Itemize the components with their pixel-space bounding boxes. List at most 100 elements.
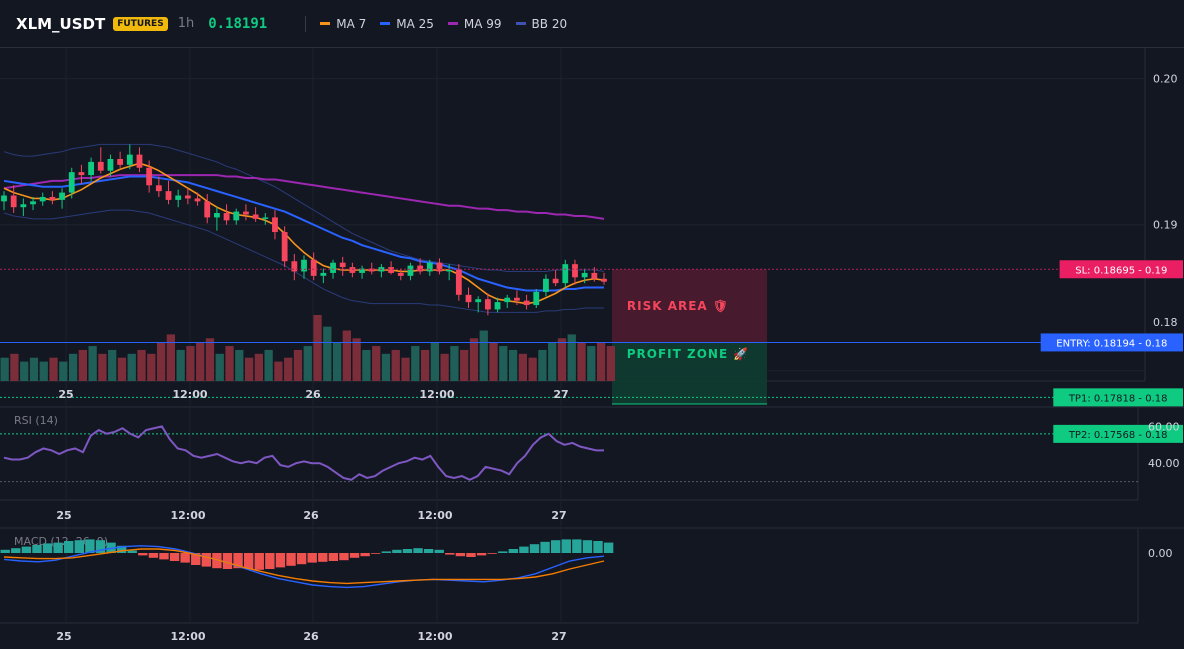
rsi-line (3, 425, 604, 481)
ma25-label: MA 25 (396, 16, 434, 31)
macd-histogram-bar (212, 553, 222, 569)
moving-averages (3, 162, 605, 305)
volume-bar (460, 349, 469, 381)
volume-bar (244, 357, 254, 381)
profit-zone-label: PROFIT ZONE 🚀 (627, 347, 750, 361)
timeframe-selector[interactable]: 1h (177, 16, 195, 31)
macd-histogram-bar (508, 549, 519, 553)
macd-histogram-bar (85, 539, 95, 553)
volume-bar (205, 338, 215, 381)
candle-body (175, 195, 182, 200)
volume-bar (372, 346, 381, 381)
volume-bar (577, 342, 586, 381)
candle-body (88, 161, 94, 176)
volume-bar (0, 357, 9, 381)
candle-body (397, 272, 404, 276)
candle-body (407, 265, 414, 276)
volume-bar (401, 357, 410, 381)
macd-histogram-bar (42, 543, 53, 553)
candle-body (562, 264, 569, 284)
price-tick: 0.19 (1153, 219, 1178, 232)
candle-body (97, 161, 104, 171)
volume-bar (499, 346, 508, 381)
macd-histogram-bar (487, 553, 497, 554)
candle-body (320, 272, 327, 276)
legend-ma7[interactable]: MA 7 (320, 17, 366, 31)
volume-bar (68, 353, 78, 381)
chart-header: XLM_USDT FUTURES 1h 0.18191 MA 7 MA 25 M… (0, 0, 1184, 48)
candle-body (233, 211, 240, 221)
legend-ma25[interactable]: MA 25 (380, 17, 434, 31)
candle-body (543, 278, 549, 292)
legend-bb20[interactable]: BB 20 (515, 17, 567, 31)
candle-body (20, 204, 27, 208)
candle-body (252, 214, 259, 219)
macd-histogram-bar (582, 540, 593, 553)
candle-body (126, 154, 133, 165)
volume-bar (430, 342, 439, 381)
macd-histogram-bar (455, 553, 466, 557)
time-label: 25 (58, 388, 73, 401)
volume-bar (342, 330, 351, 381)
candle-body (262, 217, 269, 219)
ma25-swatch (380, 22, 391, 25)
trade-zones: RISK AREA 🛡 PROFIT ZONE 🚀 (612, 269, 767, 405)
time-label: 26 (305, 388, 321, 401)
volume-bar (137, 349, 146, 381)
symbol-name[interactable]: XLM_USDT (16, 14, 106, 33)
macd-histogram-bar (169, 553, 180, 561)
volume-bar (313, 315, 322, 381)
candle-body (272, 217, 278, 233)
candle-body (591, 272, 598, 279)
ma7-label: MA 7 (336, 16, 367, 31)
ma7-line (3, 162, 605, 305)
macd-histogram-bar (445, 553, 455, 555)
volume-bar (440, 353, 449, 381)
volume-bar (323, 326, 332, 381)
macd-histogram-bar (95, 540, 106, 553)
legend-ma99[interactable]: MA 99 (447, 17, 502, 31)
candle-body (455, 270, 462, 295)
volume-bar (332, 342, 342, 381)
candle-body (446, 270, 453, 272)
macd-histogram-bar (423, 549, 434, 553)
candle-body (281, 232, 288, 262)
candle-body (146, 167, 153, 186)
volume-bar (381, 353, 391, 381)
volume-bar (39, 361, 48, 381)
chart-frame (0, 48, 1184, 624)
volume-bar (29, 357, 39, 381)
volume-bar (98, 353, 107, 381)
macd-histogram-bar (413, 548, 423, 553)
macd-pane[interactable]: MACD (12, 26, 9) 0.00 (0, 535, 1173, 589)
macd-histogram-bar (138, 553, 148, 556)
rsi-pane[interactable]: RSI (14) 60.00 40.00 (0, 414, 1180, 483)
candle-body (136, 154, 143, 168)
volume-bar (284, 357, 293, 381)
time-label: 27 (551, 509, 566, 522)
volume-bar (508, 349, 518, 381)
rsi-label: RSI (14) (14, 414, 58, 427)
volume-bar (420, 349, 430, 381)
futures-badge: FUTURES (113, 16, 168, 31)
macd-label: MACD (12, 26, 9) (14, 535, 108, 548)
sl-tag-label: SL: 0.18695 - 0.19 (1075, 265, 1167, 276)
candle-body (1, 195, 7, 202)
macd-histogram-bar (222, 553, 233, 569)
volume-bar (59, 361, 68, 381)
candle-body (214, 213, 220, 218)
volume-bar (235, 349, 244, 381)
macd-histogram-bar (402, 549, 413, 553)
macd-histogram-bar (540, 541, 550, 553)
macd-histogram-bar (328, 553, 339, 561)
price-axis[interactable]: 0.20 0.19 0.18 (1153, 73, 1178, 329)
volume-bar (479, 330, 488, 381)
header-divider (305, 15, 307, 32)
entry-tag-label: ENTRY: 0.18194 - 0.18 (1056, 338, 1167, 349)
risk-area-label: RISK AREA 🛡 (627, 299, 729, 313)
volume-bar (303, 346, 312, 381)
candle-body (184, 195, 191, 199)
macd-histogram-bar (116, 545, 127, 553)
volume-bar (108, 349, 117, 381)
